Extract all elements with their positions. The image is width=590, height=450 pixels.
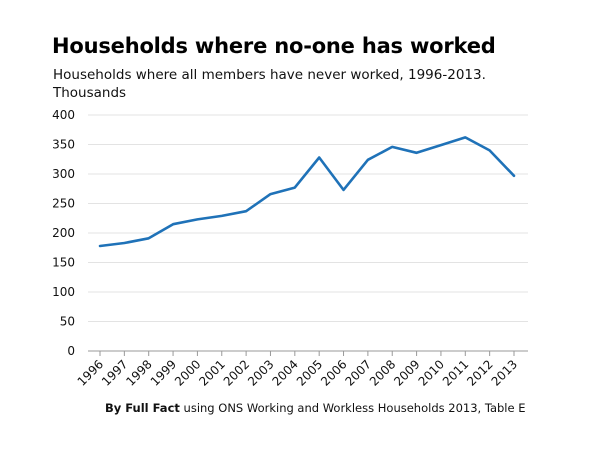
y-tick-label: 200 <box>52 226 75 240</box>
chart-title: Households where no-one has worked <box>52 34 496 58</box>
x-tick-label: 2010 <box>416 357 447 388</box>
x-tick-label: 2005 <box>294 357 325 388</box>
x-tick-label: 2012 <box>464 357 495 388</box>
x-tick-label: 2003 <box>245 357 276 388</box>
x-tick-label: 1996 <box>75 357 106 388</box>
x-axis: 1996199719981999200020012002200320042005… <box>75 350 528 389</box>
x-tick-label: 2002 <box>221 357 252 388</box>
y-tick-label: 300 <box>52 167 75 181</box>
y-tick-label: 0 <box>67 344 75 358</box>
chart-subtitle: Households where all members have never … <box>53 66 486 102</box>
x-tick-label: 2000 <box>172 357 203 388</box>
source-detail: using ONS Working and Workless Household… <box>179 401 526 415</box>
y-tick-label: 350 <box>52 138 75 152</box>
x-tick-label: 2004 <box>269 357 300 388</box>
x-tick-label: 1998 <box>123 357 154 388</box>
y-tick-label: 150 <box>52 256 75 270</box>
y-axis: 0 50 100 150 200 250 300 350 400 <box>52 108 75 358</box>
x-tick-label: 2013 <box>489 357 520 388</box>
series-lines <box>98 136 516 248</box>
y-tick-label: 100 <box>52 285 75 299</box>
x-tick-label: 2009 <box>391 357 422 388</box>
source-note: By Full Fact using ONS Working and Workl… <box>105 401 526 415</box>
y-tick-label: 400 <box>52 108 75 122</box>
series-line-0 <box>98 136 516 248</box>
x-tick-label: 2008 <box>367 357 398 388</box>
y-tick-label: 50 <box>60 315 75 329</box>
x-tick-label: 1999 <box>148 357 179 388</box>
subtitle-line-2: Thousands <box>53 85 127 101</box>
subtitle-line-1: Households where all members have never … <box>53 67 486 83</box>
x-tick-label: 2001 <box>196 357 227 388</box>
x-tick-label: 2007 <box>343 357 374 388</box>
y-tick-label: 250 <box>52 197 75 211</box>
x-tick-label: 1997 <box>99 357 130 388</box>
x-tick-label: 2011 <box>440 357 471 388</box>
source-author: By Full Fact <box>105 401 180 415</box>
gridlines <box>88 114 528 322</box>
x-tick-label: 2006 <box>318 357 349 388</box>
